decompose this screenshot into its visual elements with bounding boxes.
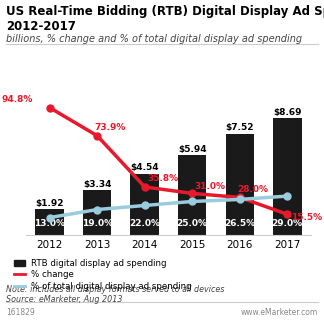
- Text: $4.54: $4.54: [130, 164, 159, 172]
- Text: Note: includes all display formats served to all devices
Source: eMarketer, Aug : Note: includes all display formats serve…: [6, 285, 225, 304]
- Text: 28.0%: 28.0%: [237, 185, 268, 194]
- Text: 19.0%: 19.0%: [82, 219, 113, 228]
- Text: $8.69: $8.69: [273, 108, 302, 117]
- Text: 73.9%: 73.9%: [95, 123, 126, 132]
- Text: US Real-Time Bidding (RTB) Digital Display Ad Spending,
2012-2017: US Real-Time Bidding (RTB) Digital Displ…: [6, 5, 324, 33]
- Text: 29.0%: 29.0%: [272, 219, 303, 228]
- Text: $1.92: $1.92: [35, 199, 64, 208]
- Bar: [131, 174, 159, 235]
- Text: billions, % change and % of total digital display ad spending: billions, % change and % of total digita…: [6, 34, 303, 44]
- Bar: [178, 155, 206, 235]
- Text: $7.52: $7.52: [226, 123, 254, 132]
- Bar: [273, 118, 302, 235]
- Bar: [226, 134, 254, 235]
- Text: 31.0%: 31.0%: [195, 182, 226, 191]
- Bar: [35, 209, 64, 235]
- Text: $3.34: $3.34: [83, 180, 111, 189]
- Text: 26.5%: 26.5%: [224, 219, 255, 228]
- Text: 13.0%: 13.0%: [34, 219, 65, 228]
- Text: 22.0%: 22.0%: [129, 219, 160, 228]
- Text: 94.8%: 94.8%: [2, 95, 33, 104]
- Text: 25.0%: 25.0%: [177, 219, 208, 228]
- Text: 15.5%: 15.5%: [291, 213, 322, 222]
- Text: $5.94: $5.94: [178, 145, 207, 154]
- Text: 35.8%: 35.8%: [147, 174, 178, 183]
- Text: www.eMarketer.com: www.eMarketer.com: [240, 308, 318, 317]
- Bar: [83, 190, 111, 235]
- Legend: RTB digital display ad spending, % change, % of total digital display ad spendin: RTB digital display ad spending, % chang…: [11, 255, 195, 295]
- Text: 161829: 161829: [6, 308, 35, 317]
